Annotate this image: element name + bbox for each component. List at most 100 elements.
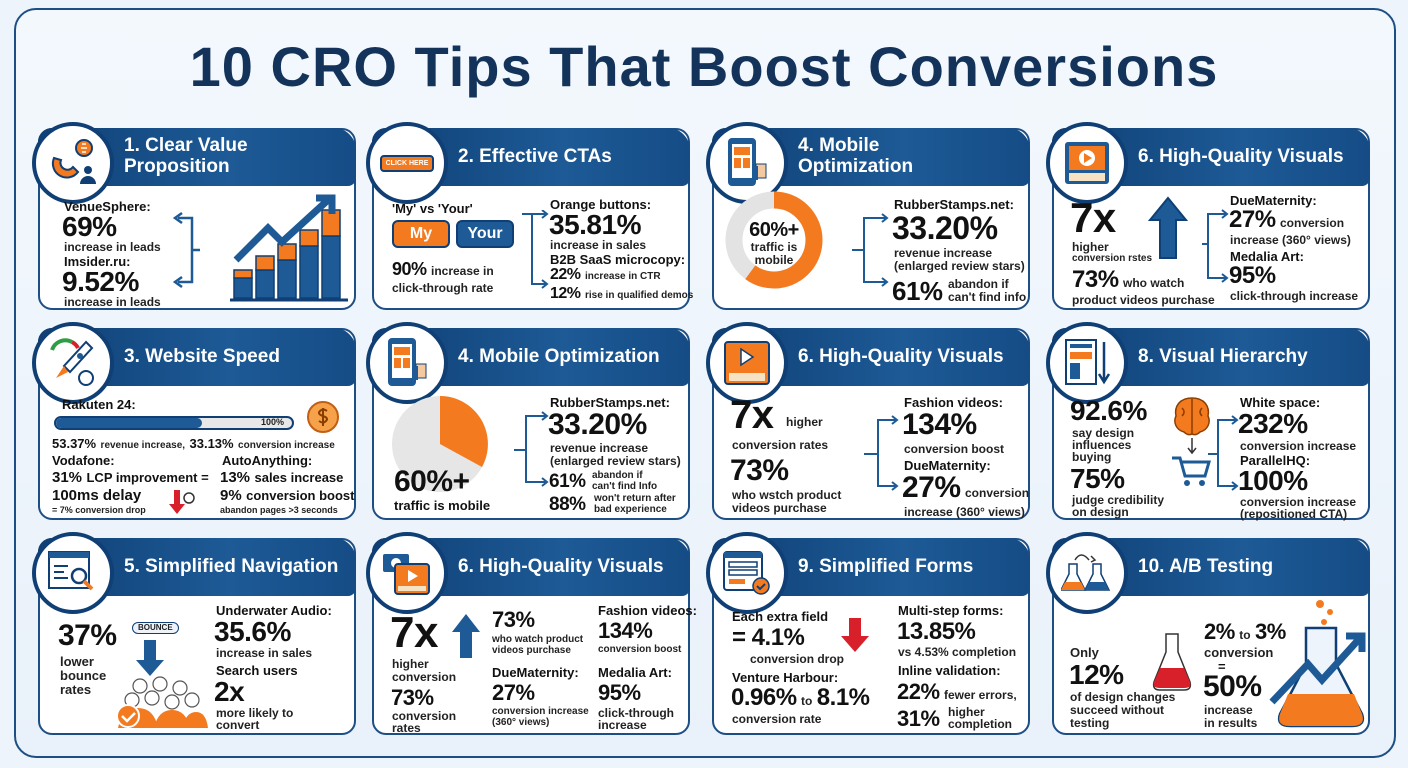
card-title: 4. Mobile Optimization bbox=[458, 345, 660, 367]
your-button: Your bbox=[456, 220, 514, 248]
donut-value: 60%+ bbox=[749, 219, 799, 241]
stat-desc: LCP improvement = bbox=[86, 470, 209, 485]
stat-desc: fewer errors, bbox=[944, 688, 1017, 702]
stat-desc: higher bbox=[948, 705, 985, 719]
stat-desc: can't find info bbox=[948, 290, 1027, 304]
video-player-icon bbox=[1046, 122, 1128, 204]
card-clear-value-proposition: 1. Clear Value Proposition VenueSphere: … bbox=[32, 122, 356, 310]
card-effective-ctas: 2. Effective CTAs CLICK HERE 'My' vs 'Yo… bbox=[366, 122, 694, 310]
bounce-badge: BOUNCE bbox=[132, 622, 179, 635]
stat-value: 95% bbox=[598, 680, 641, 705]
connector-arrows bbox=[522, 210, 549, 289]
stat-desc: conversion boost bbox=[598, 644, 682, 655]
stat-value: 88% bbox=[549, 494, 586, 515]
stat-desc: conversion rates bbox=[732, 438, 829, 452]
card-title: 6. High-Quality Visuals bbox=[458, 555, 664, 577]
red-flask-icon bbox=[1152, 633, 1192, 691]
stat-desc: = 7% conversion drop bbox=[52, 505, 146, 515]
stat-value: 2% bbox=[1204, 619, 1235, 644]
stat-value: 73% bbox=[1072, 266, 1119, 293]
stat-value: 134% bbox=[598, 618, 653, 643]
stat-value: 69% bbox=[62, 211, 117, 242]
down-arrow-icon bbox=[841, 618, 869, 652]
stat-label: Medalia Art: bbox=[1230, 249, 1304, 264]
stat-desc: increase in leads bbox=[64, 295, 161, 309]
donut-desc: traffic is bbox=[750, 240, 798, 254]
stat-desc: conversion increase bbox=[1240, 439, 1357, 453]
connector-arrows bbox=[852, 213, 889, 287]
stat-value: 61% bbox=[892, 276, 943, 306]
stat-desc: on design bbox=[1072, 505, 1129, 519]
stat-desc: conversion increase bbox=[238, 440, 335, 451]
card-title: 2. Effective CTAs bbox=[458, 145, 612, 167]
stat-desc: completion bbox=[948, 717, 1013, 731]
connector-arrows bbox=[1208, 415, 1239, 491]
stat-value: 232% bbox=[1238, 408, 1308, 439]
stat-label: Venture Harbour: bbox=[732, 670, 839, 685]
card-title: 5. Simplified Navigation bbox=[124, 555, 339, 577]
stat-value: 31% bbox=[52, 469, 83, 486]
equals-sign: = bbox=[1218, 659, 1226, 674]
stat-desc: click-through bbox=[598, 706, 675, 720]
growth-bar-chart-icon bbox=[230, 194, 348, 302]
donut-fill bbox=[725, 191, 823, 289]
form-check-icon bbox=[706, 532, 788, 614]
stat-label: Rakuten 24: bbox=[62, 397, 136, 412]
card-mobile-optimization: 4. Mobile Optimization 60%+ traffic is mob… bbox=[706, 122, 1030, 310]
stat-value: 3% bbox=[1255, 619, 1286, 644]
stat-desc: increase in leads bbox=[64, 240, 161, 254]
stat-desc: conversion rate bbox=[732, 712, 822, 726]
stat-label: Underwater Audio: bbox=[216, 603, 332, 618]
stat-desc: increase bbox=[1204, 703, 1253, 717]
stat-label: 'My' vs 'Your' bbox=[392, 201, 473, 216]
stat-desc: say design bbox=[1072, 426, 1135, 440]
stat-value: 95% bbox=[1229, 262, 1276, 289]
stat-value: 27% bbox=[492, 680, 535, 705]
stat-desc: more likely to bbox=[216, 706, 294, 720]
magnet-dollar-icon bbox=[32, 122, 114, 204]
click-here-button-icon: CLICK HERE bbox=[366, 122, 448, 204]
rocket-speed-icon bbox=[32, 322, 114, 404]
up-arrow-icon bbox=[1148, 196, 1188, 259]
my-button: My bbox=[392, 220, 450, 248]
stat-desc: rates bbox=[392, 721, 421, 735]
stat-value: 27% bbox=[1229, 206, 1276, 233]
stat-value: 37% bbox=[58, 619, 117, 652]
stat-value: 2x bbox=[214, 676, 245, 707]
stat-label: Each extra field bbox=[732, 609, 829, 624]
stat-value: 0.96% bbox=[731, 684, 797, 711]
stat-desc: judge credibility bbox=[1072, 493, 1165, 507]
layout-down-arrow-icon bbox=[1046, 322, 1128, 404]
stat-value: 9.52% bbox=[62, 266, 139, 297]
stat-desc: to bbox=[1239, 628, 1251, 642]
card-website-speed: 3. Website Speed Rakuten 24: 100% 53.37%… bbox=[32, 322, 356, 520]
stat-label: DueMaternity: bbox=[1230, 193, 1317, 208]
stat-desc: (repositioned CTA) bbox=[1240, 507, 1348, 521]
stat-label: Vodafone: bbox=[52, 453, 115, 468]
stat-desc: videos purchase bbox=[732, 501, 827, 515]
stat-label: Imsider.ru: bbox=[64, 254, 131, 269]
stat-value: 73% bbox=[730, 454, 789, 487]
stat-label: RubberStamps.net: bbox=[550, 395, 670, 410]
stat-desc: increase in sales bbox=[550, 238, 647, 252]
card-ab-testing: 10. A/B Testing Only 12% of design chang… bbox=[1046, 532, 1370, 735]
stat-value: 31% bbox=[897, 706, 940, 731]
stat-desc: traffic is mobile bbox=[394, 498, 491, 513]
card-mobile-optimization-2: 4. Mobile Optimization 60%+ traffic is m… bbox=[366, 322, 690, 520]
video-player-icon bbox=[706, 322, 788, 404]
stat-desc: (360° views) bbox=[492, 717, 550, 728]
stat-value: 12% bbox=[1069, 659, 1124, 690]
stat-value: 33.13% bbox=[189, 436, 234, 451]
stat-desc: who wstch product bbox=[732, 488, 842, 502]
card-visual-hierarchy: 8. Visual Hierarchy 92.6% say design inf… bbox=[1046, 322, 1370, 521]
stat-desc: increase in bbox=[430, 264, 494, 278]
stat-value: 134% bbox=[902, 408, 977, 441]
card-title: 3. Website Speed bbox=[124, 345, 280, 367]
stat-value: 100ms delay bbox=[52, 487, 142, 504]
stat-desc: conversion bbox=[392, 670, 457, 684]
stat-desc: sales increase bbox=[254, 470, 344, 485]
stat-value: 9% bbox=[220, 487, 242, 504]
stat-value: 13.85% bbox=[897, 618, 976, 645]
stat-desc: testing bbox=[1070, 716, 1110, 730]
stat-desc: rise in qualified demos bbox=[584, 290, 694, 301]
